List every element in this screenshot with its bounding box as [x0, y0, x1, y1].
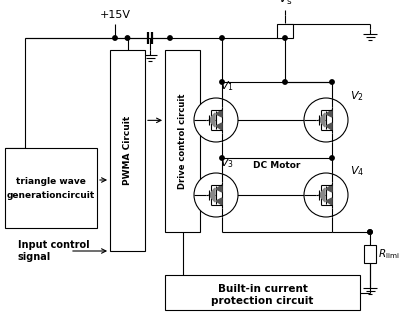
- Circle shape: [330, 80, 334, 84]
- Text: $V_1$: $V_1$: [220, 79, 234, 93]
- Polygon shape: [216, 123, 222, 130]
- Polygon shape: [216, 198, 222, 205]
- Circle shape: [113, 36, 117, 40]
- Circle shape: [368, 230, 372, 234]
- Polygon shape: [216, 110, 222, 117]
- Text: protection circuit: protection circuit: [211, 297, 314, 306]
- Circle shape: [168, 36, 172, 40]
- Bar: [110, 50, 145, 251]
- Text: Drive control circuit: Drive control circuit: [178, 93, 187, 189]
- Circle shape: [283, 36, 287, 40]
- Circle shape: [194, 173, 238, 217]
- Text: DC Motor: DC Motor: [253, 161, 301, 170]
- Polygon shape: [209, 113, 215, 127]
- Circle shape: [220, 80, 224, 84]
- Polygon shape: [216, 185, 222, 192]
- Polygon shape: [326, 123, 332, 130]
- Bar: [165, 50, 200, 232]
- Circle shape: [194, 98, 238, 142]
- Polygon shape: [326, 198, 332, 205]
- Text: $R_{\rm limit}$: $R_{\rm limit}$: [378, 247, 399, 261]
- Text: Built-in current: Built-in current: [217, 284, 308, 294]
- Bar: [277, 24, 293, 38]
- Text: +15V: +15V: [99, 10, 130, 20]
- Circle shape: [368, 230, 372, 234]
- Polygon shape: [326, 185, 332, 192]
- Text: $V_\mathrm{s}$: $V_\mathrm{s}$: [278, 0, 292, 7]
- Text: $V_4$: $V_4$: [350, 164, 364, 178]
- Circle shape: [125, 36, 130, 40]
- Bar: [5, 148, 97, 228]
- Bar: [364, 245, 376, 263]
- Circle shape: [220, 36, 224, 40]
- Text: generationcircuit: generationcircuit: [7, 192, 95, 200]
- Text: triangle wave: triangle wave: [16, 178, 86, 186]
- Polygon shape: [319, 188, 325, 202]
- Text: Input control: Input control: [18, 240, 90, 250]
- Circle shape: [220, 156, 224, 160]
- Text: signal: signal: [18, 252, 51, 262]
- Polygon shape: [326, 110, 332, 117]
- Bar: [165, 275, 360, 310]
- Polygon shape: [209, 188, 215, 202]
- Circle shape: [283, 80, 287, 84]
- Polygon shape: [319, 113, 325, 127]
- Circle shape: [304, 98, 348, 142]
- Text: $V_2$: $V_2$: [350, 89, 364, 103]
- Circle shape: [330, 156, 334, 160]
- Text: $V_3$: $V_3$: [220, 156, 234, 170]
- Text: PWMA Circuit: PWMA Circuit: [123, 116, 132, 185]
- Circle shape: [304, 173, 348, 217]
